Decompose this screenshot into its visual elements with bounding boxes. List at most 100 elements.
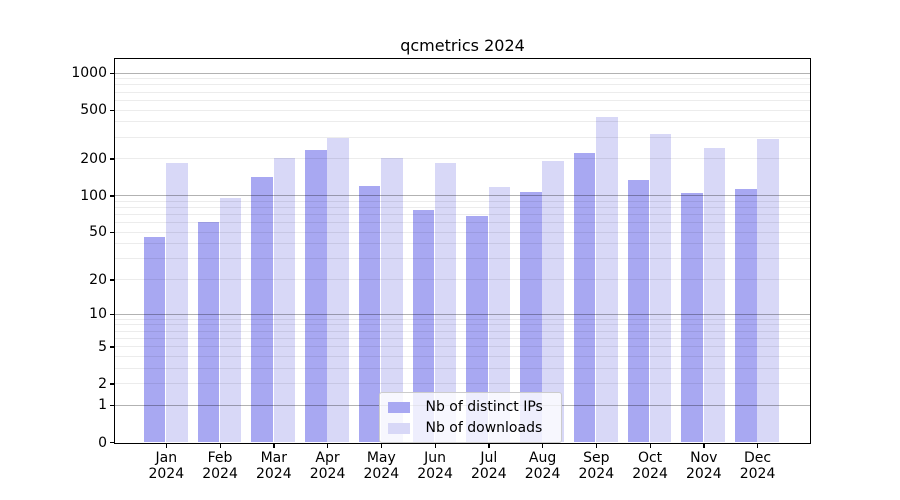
legend-label-distinct-ips: Nb of distinct IPs	[425, 399, 543, 415]
gridline-minor	[115, 346, 810, 348]
x-tick-label: Jun 2024	[417, 449, 453, 483]
gridline-minor	[115, 136, 810, 138]
x-tick-label: Jul 2024	[470, 449, 507, 483]
legend-entry-distinct-ips: Nb of distinct IPs	[388, 399, 543, 415]
gridline-major	[115, 72, 810, 74]
y-tick-mark	[109, 231, 115, 234]
bar-downloads	[703, 148, 726, 442]
x-tick-label: May 2024	[363, 449, 400, 483]
legend-label-downloads: Nb of downloads	[425, 420, 543, 436]
y-tick-label: 100	[80, 187, 107, 204]
x-tick-label: Nov 2024	[685, 449, 722, 483]
y-tick-mark	[109, 195, 115, 197]
gridline-minor	[115, 337, 810, 339]
gridline-minor	[115, 355, 810, 357]
y-tick-label: 5	[98, 338, 107, 355]
y-tick-label: 0	[98, 434, 107, 451]
bar-distinct-ips	[143, 237, 166, 442]
gridline-minor	[115, 109, 810, 111]
gridline-minor	[115, 91, 810, 93]
gridline-minor	[115, 383, 810, 385]
y-tick-label: 200	[80, 150, 107, 167]
bar-distinct-ips	[627, 180, 650, 442]
x-tick-label: Jan 2024	[148, 449, 185, 483]
gridline-major	[115, 313, 810, 315]
x-tick-mark	[219, 443, 221, 448]
bars-layer	[115, 59, 810, 443]
x-tick-label: Aug 2024	[524, 449, 561, 483]
gridline-minor	[115, 330, 810, 332]
gridline-minor	[115, 243, 810, 245]
y-tick-mark	[109, 404, 115, 407]
y-tick-label: 2	[98, 375, 107, 392]
y-tick-mark	[109, 279, 115, 281]
bar-distinct-ips	[573, 152, 596, 442]
x-tick-mark	[488, 443, 490, 448]
gridline-minor	[115, 121, 810, 123]
x-tick-mark	[595, 443, 598, 448]
bar-distinct-ips	[197, 222, 220, 442]
x-tick-mark	[165, 443, 168, 448]
x-tick-mark	[380, 443, 383, 448]
gridline-minor	[115, 84, 810, 86]
bar-downloads	[219, 198, 242, 442]
y-tick-mark	[109, 72, 115, 74]
legend: Nb of distinct IPs Nb of downloads	[379, 392, 562, 443]
y-tick-label: 20	[89, 271, 107, 288]
x-tick-mark	[273, 443, 275, 448]
plot-area	[114, 58, 811, 444]
gridline-minor	[115, 78, 810, 80]
y-tick-mark	[109, 442, 115, 444]
bar-downloads	[757, 138, 779, 442]
gridline-minor	[115, 200, 810, 202]
x-tick-label: Apr 2024	[309, 449, 346, 483]
bar-distinct-ips	[681, 193, 703, 442]
gridline-minor	[115, 231, 810, 233]
y-tick-label: 50	[89, 224, 107, 241]
gridline-minor	[115, 324, 810, 326]
x-tick-mark	[757, 443, 759, 448]
y-tick-mark	[109, 158, 115, 160]
gridline-minor	[115, 279, 810, 281]
legend-swatch-distinct-ips	[388, 401, 410, 413]
x-tick-label: Sep 2024	[578, 449, 615, 483]
gridline-minor	[115, 158, 810, 160]
gridline-minor	[115, 222, 810, 224]
gridline-major	[115, 195, 810, 197]
y-tick-mark	[109, 346, 115, 348]
gridline-minor	[115, 258, 810, 260]
bar-distinct-ips	[735, 188, 757, 442]
y-tick-label: 1	[98, 397, 107, 414]
x-tick-label: Feb 2024	[202, 449, 238, 483]
bar-distinct-ips	[358, 185, 381, 442]
bar-distinct-ips	[305, 150, 327, 442]
x-tick-mark	[327, 443, 329, 448]
bar-distinct-ips	[251, 177, 273, 442]
bar-downloads	[166, 163, 188, 442]
x-tick-label: Dec 2024	[739, 449, 776, 483]
x-tick-mark	[434, 443, 436, 448]
gridline-minor	[115, 99, 810, 101]
y-tick-mark	[109, 313, 115, 316]
gridline-minor	[115, 318, 810, 320]
y-tick-label: 10	[89, 306, 107, 323]
legend-entry-downloads: Nb of downloads	[388, 420, 543, 436]
x-tick-label: Mar 2024	[255, 449, 292, 483]
y-tick-mark	[109, 383, 115, 385]
x-tick-mark	[703, 443, 705, 448]
legend-swatch-downloads	[388, 422, 410, 434]
bar-downloads	[273, 157, 296, 442]
y-tick-label: 500	[80, 102, 107, 119]
bar-downloads	[327, 137, 349, 442]
gridline-minor	[115, 367, 810, 369]
grid-layer	[115, 59, 810, 443]
bar-downloads	[649, 133, 672, 442]
x-tick-label: Oct 2024	[632, 449, 668, 483]
y-tick-mark	[109, 109, 115, 111]
x-tick-mark	[649, 443, 651, 448]
x-tick-mark	[542, 443, 544, 448]
gridline-minor	[115, 206, 810, 208]
bar-downloads	[596, 116, 618, 442]
y-tick-label: 1000	[71, 65, 107, 82]
